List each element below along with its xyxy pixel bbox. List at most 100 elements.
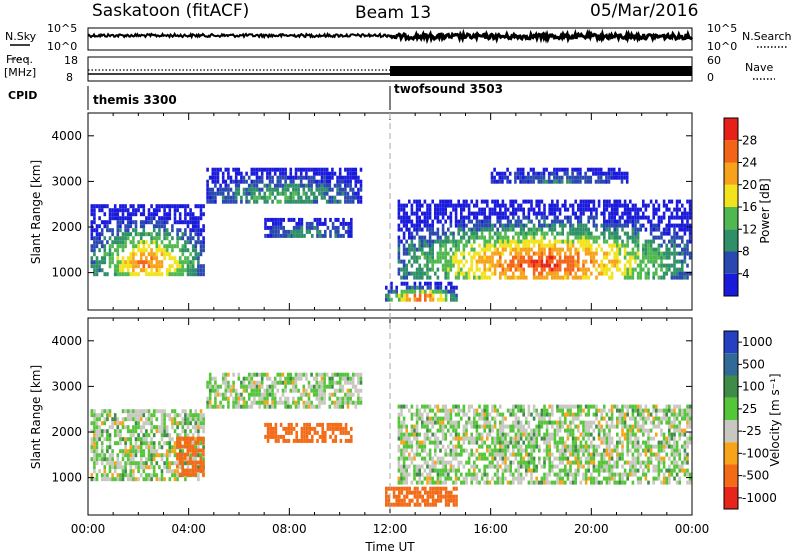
nave-right-tick-bottom: 0 — [707, 71, 714, 84]
heatmap-cell — [184, 216, 187, 220]
heatmap-cell — [408, 465, 411, 469]
heatmap-cell — [489, 248, 492, 252]
heatmap-cell — [184, 453, 187, 457]
heatmap-cell — [491, 244, 494, 248]
heatmap-cell — [468, 204, 471, 208]
heatmap-cell — [483, 256, 486, 260]
heatmap-cell — [507, 216, 510, 220]
heatmap-cell — [331, 176, 334, 180]
heatmap-cell — [684, 212, 687, 216]
heatmap-cell — [209, 377, 212, 381]
heatmap-cell — [256, 200, 259, 204]
heatmap-cell — [219, 401, 222, 405]
heatmap-cell — [398, 445, 401, 449]
heatmap-cell — [416, 204, 419, 208]
heatmap-cell — [468, 268, 471, 272]
heatmap-cell — [219, 192, 222, 196]
heatmap-cell — [148, 220, 151, 224]
heatmap-cell — [411, 248, 414, 252]
heatmap-cell — [629, 276, 632, 280]
heatmap-cell — [634, 212, 637, 216]
heatmap-cell — [122, 409, 125, 413]
heatmap-cell — [499, 224, 502, 228]
heatmap-cell — [424, 477, 427, 481]
heatmap-cell — [321, 435, 324, 439]
heatmap-cell — [610, 172, 613, 176]
heatmap-cell — [519, 172, 522, 176]
heatmap-cell — [473, 421, 476, 425]
heatmap-cell — [290, 389, 293, 393]
heatmap-cell — [122, 268, 125, 272]
heatmap-cell — [499, 232, 502, 236]
heatmap-cell — [452, 469, 455, 473]
heatmap-cell — [434, 413, 437, 417]
heatmap-cell — [130, 264, 133, 268]
heatmap-cell — [465, 232, 468, 236]
heatmap-cell — [528, 260, 531, 264]
heatmap-cell — [445, 503, 448, 507]
heatmap-cell — [597, 180, 600, 184]
heatmap-cell — [411, 441, 414, 445]
heatmap-cell — [559, 469, 562, 473]
heatmap-cell — [411, 425, 414, 429]
heatmap-cell — [251, 389, 254, 393]
heatmap-cell — [274, 168, 277, 172]
heatmap-cell — [440, 290, 443, 294]
heatmap-cell — [326, 176, 329, 180]
heatmap-cell — [405, 240, 408, 244]
heatmap-cell — [267, 218, 270, 222]
heatmap-cell — [520, 268, 523, 272]
heatmap-cell — [483, 425, 486, 429]
heatmap-cell — [130, 409, 133, 413]
heatmap-cell — [122, 469, 125, 473]
heatmap-cell — [520, 457, 523, 461]
heatmap-cell — [124, 260, 127, 264]
heatmap-cell — [117, 240, 120, 244]
heatmap-cell — [481, 477, 484, 481]
heatmap-cell — [567, 413, 570, 417]
heatmap-cell — [429, 204, 432, 208]
heatmap-cell — [455, 481, 458, 485]
heatmap-cell — [525, 461, 528, 465]
heatmap-cell — [313, 393, 316, 397]
heatmap-cell — [292, 180, 295, 184]
heatmap-cell — [104, 260, 107, 264]
heatmap-cell — [574, 176, 577, 180]
heatmap-cell — [411, 236, 414, 240]
heatmap-cell — [235, 393, 238, 397]
heatmap-cell — [437, 461, 440, 465]
heatmap-cell — [426, 228, 429, 232]
heatmap-cell — [481, 220, 484, 224]
heatmap-cell — [319, 423, 322, 427]
heatmap-cell — [349, 200, 352, 204]
heatmap-cell — [311, 435, 314, 439]
heatmap-cell — [135, 429, 138, 433]
heatmap-cell — [600, 268, 603, 272]
heatmap-cell — [416, 405, 419, 409]
heatmap-cell — [393, 495, 396, 499]
heatmap-cell — [334, 439, 337, 443]
heatmap-cell — [504, 204, 507, 208]
heatmap-cell — [507, 224, 510, 228]
heatmap-cell — [327, 427, 330, 431]
heatmap-cell — [676, 260, 679, 264]
heatmap-cell — [303, 168, 306, 172]
heatmap-cell — [421, 220, 424, 224]
heatmap-cell — [316, 168, 319, 172]
heatmap-cell — [543, 180, 546, 184]
heatmap-cell — [556, 220, 559, 224]
heatmap-cell — [548, 421, 551, 425]
heatmap-cell — [431, 256, 434, 260]
heatmap-cell — [681, 204, 684, 208]
heatmap-cell — [122, 260, 125, 264]
heatmap-cell — [437, 491, 440, 495]
heatmap-cell — [623, 172, 626, 176]
heatmap-cell — [416, 445, 419, 449]
heatmap-cell — [652, 252, 655, 256]
heatmap-cell — [452, 465, 455, 469]
heatmap-cell — [145, 457, 148, 461]
heatmap-cell — [340, 439, 343, 443]
heatmap-cell — [502, 453, 505, 457]
heatmap-cell — [686, 252, 689, 256]
heatmap-cell — [533, 461, 536, 465]
